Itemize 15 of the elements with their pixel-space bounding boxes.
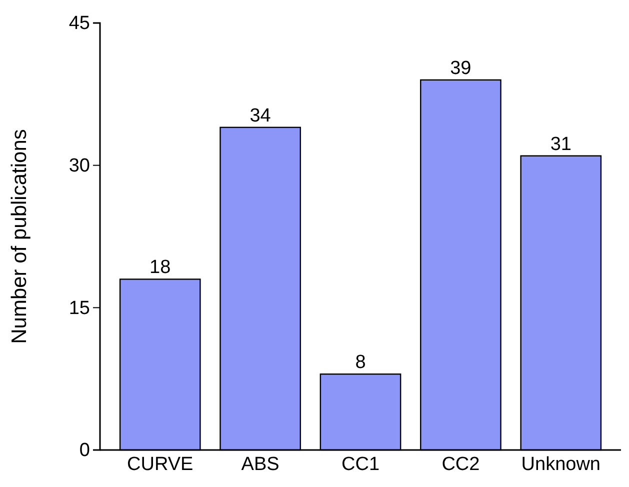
y-axis-title: Number of publications: [8, 129, 31, 344]
y-tick-label: 15: [68, 298, 90, 319]
x-tick-label: Unknown: [521, 454, 600, 476]
data-label: 34: [250, 105, 272, 126]
x-tick-label: CC1: [341, 454, 380, 476]
data-label: 18: [150, 257, 171, 278]
data-label: 39: [450, 58, 472, 79]
x-tick-label: CURVE: [127, 454, 194, 476]
data-label: 31: [550, 134, 572, 155]
x-tick-label: CC2: [442, 454, 480, 476]
y-tick-label: 45: [68, 13, 90, 34]
y-tick-label: 0: [79, 440, 90, 462]
data-label: 8: [355, 352, 366, 374]
x-tick-label: ABS: [241, 454, 280, 476]
y-tick-label: 30: [68, 155, 90, 176]
